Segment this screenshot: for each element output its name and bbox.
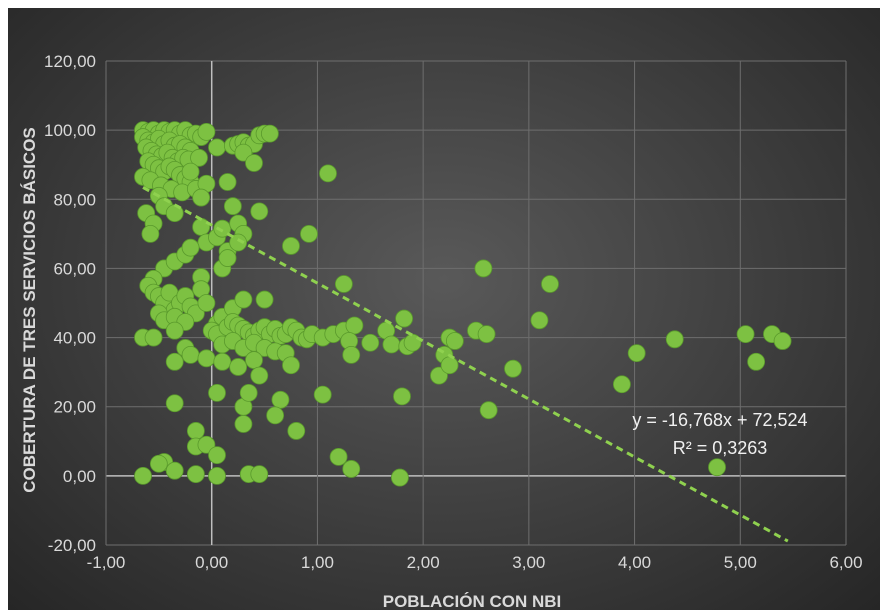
x-axis-title: POBLACIÓN CON NBI [383, 592, 562, 610]
y-tick-label: 80,00 [53, 190, 96, 209]
data-point [477, 325, 496, 344]
data-point [479, 401, 498, 420]
data-point [361, 333, 380, 352]
data-point [282, 237, 300, 255]
scatter-chart: -20,00 0,00 20,00 40,00 60,00 80,00 100,00 120,… [20, 52, 863, 611]
data-point [342, 460, 361, 478]
data-point [334, 275, 353, 293]
data-point [287, 422, 306, 440]
data-point [181, 162, 200, 181]
data-point [134, 466, 152, 485]
data-point [271, 390, 290, 409]
y-tick-label: -20,00 [48, 536, 96, 555]
data-point [208, 138, 226, 157]
data-point [218, 249, 237, 267]
data-point [234, 415, 253, 433]
y-tick-label: 100,00 [44, 121, 96, 140]
y-tick-label: 0,00 [63, 467, 96, 486]
data-point [245, 351, 263, 369]
data-point [530, 311, 549, 330]
data-point [208, 383, 226, 402]
data-point [250, 366, 269, 385]
data-point [197, 122, 216, 141]
data-point [300, 224, 318, 243]
data-point [208, 466, 226, 485]
y-tick-label: 40,00 [53, 329, 96, 348]
chart-area: -20,00 0,00 20,00 40,00 60,00 80,00 100,00 120,… [8, 8, 880, 611]
data-point [736, 325, 755, 344]
data-point [445, 332, 464, 350]
data-point [149, 454, 168, 473]
data-point [165, 321, 184, 340]
data-points [134, 121, 792, 487]
data-point [186, 422, 205, 440]
data-point [192, 188, 211, 207]
data-point [165, 461, 184, 480]
data-point [250, 465, 269, 484]
data-point [665, 330, 684, 349]
data-point [245, 154, 263, 172]
trendline [142, 186, 789, 543]
data-point [440, 356, 459, 375]
data-point [208, 446, 226, 465]
data-point [144, 328, 163, 347]
data-point [213, 352, 232, 371]
data-point [708, 458, 726, 477]
trendline-r2: R² = 0,3263 [673, 438, 768, 458]
data-point [260, 124, 279, 143]
data-point [390, 468, 409, 487]
data-point [186, 465, 205, 484]
y-tick-label: 120,00 [44, 52, 96, 71]
data-point [181, 345, 200, 364]
data-point [382, 335, 401, 354]
axis-tick-labels: -20,00 0,00 20,00 40,00 60,00 80,00 100,00 120,… [44, 52, 863, 572]
data-point [266, 406, 285, 425]
data-point [255, 290, 274, 309]
data-point [773, 332, 792, 350]
x-tick-label: 2,00 [407, 553, 440, 572]
data-point [329, 447, 348, 466]
data-point [190, 148, 208, 167]
data-point [223, 197, 242, 216]
data-point [141, 224, 160, 243]
data-point [239, 383, 258, 402]
x-tick-label: 4,00 [618, 553, 651, 572]
x-tick-label: 3,00 [512, 553, 545, 572]
data-point [229, 233, 248, 252]
data-point [319, 164, 337, 183]
data-point [747, 352, 766, 371]
data-point [504, 359, 522, 378]
data-point [250, 202, 269, 221]
y-axis-title: COBERTURA DE TRES SERVICIOS BÁSICOS [20, 127, 39, 493]
data-point [541, 275, 559, 293]
data-point [313, 385, 332, 404]
x-tick-label: 6,00 [829, 553, 862, 572]
data-point [345, 316, 364, 335]
data-point [393, 387, 411, 406]
y-tick-label: 60,00 [53, 259, 96, 278]
data-point [213, 219, 232, 238]
data-point [197, 349, 216, 368]
data-point [474, 259, 493, 278]
x-tick-label: 0,00 [195, 553, 228, 572]
data-point [165, 352, 184, 371]
x-tick-label: 5,00 [724, 553, 757, 572]
x-tick-label: 1,00 [301, 553, 334, 572]
x-tick-label: -1,00 [87, 553, 126, 572]
data-point [403, 333, 422, 352]
data-point [218, 173, 237, 191]
data-point [234, 290, 253, 309]
trendline-equation: y = -16,768x + 72,524 [632, 410, 807, 430]
data-point [612, 375, 631, 394]
data-point [342, 345, 361, 364]
data-point [627, 344, 646, 363]
data-point [165, 394, 184, 413]
data-point [181, 238, 200, 257]
data-point [197, 294, 216, 312]
data-point [229, 358, 248, 376]
data-point [395, 309, 414, 328]
y-tick-label: 20,00 [53, 398, 96, 417]
data-point [282, 356, 300, 375]
